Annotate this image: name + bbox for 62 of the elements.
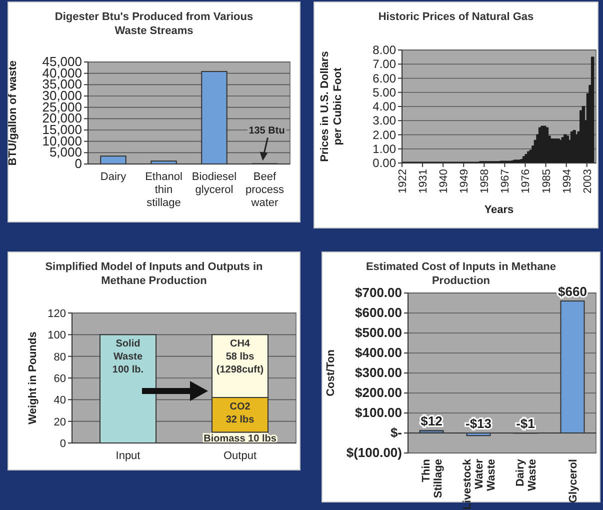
y-tick-label: $- <box>390 425 402 440</box>
x-tick-label: Dairy <box>100 171 127 183</box>
x-tick-label: 1967 <box>500 169 512 194</box>
x-tick-label: Thin Stillage <box>420 458 444 498</box>
x-tick-label: 1949 <box>458 169 471 194</box>
y-tick-label: 6.00 <box>372 71 396 86</box>
x-tick-label: 1976 <box>520 169 532 194</box>
x-tick-label: Output <box>223 450 257 462</box>
y-tick-label: $500.00 <box>355 325 402 340</box>
y-tick-label: 0 <box>74 156 82 171</box>
y-tick-label: 120 <box>48 308 66 320</box>
y-tick-label: $200.00 <box>355 385 402 400</box>
chart-title: Historic Prices of Natural Gas <box>378 11 534 23</box>
x-tick-label: Livestock Water Waste <box>462 458 498 510</box>
data-label: $12 <box>420 414 442 429</box>
y-tick-label: 60 <box>54 373 66 385</box>
y-tick-label: 7.00 <box>372 57 396 72</box>
x-tick-label: 1985 <box>540 169 553 194</box>
y-tick-label: 5.00 <box>372 85 396 100</box>
x-tick-label: 1922 <box>397 169 409 194</box>
x-tick-label: Beef process water <box>245 171 284 209</box>
y-tick-label: 8.00 <box>372 43 396 57</box>
series-label: CO2 32 lbs <box>226 402 255 426</box>
x-tick-label: 1940 <box>438 169 450 194</box>
x-tick-label: Biodiesel glycerol <box>192 171 237 196</box>
y-tick-label: $600.00 <box>355 305 402 320</box>
y-tick-label: $300.00 <box>355 365 402 380</box>
x-tick-label: Ethanol thin stillage <box>145 171 182 209</box>
chart-title: Simplified Model of Inputs and Outputs in Methane Production <box>45 261 264 287</box>
x-tick-label: 1958 <box>479 169 492 194</box>
y-tick-label: 40 <box>54 394 66 407</box>
x-tick-label: Input <box>116 450 140 462</box>
y-tick-label: 0.00 <box>372 156 396 170</box>
y-tick-label: $100.00 <box>355 405 402 420</box>
y-tick-label: $(100.00) <box>346 445 402 460</box>
y-axis-title: Prices in U.S. Dollars per Cubic Foot <box>319 51 344 162</box>
annotation: 135 Btu <box>248 126 285 137</box>
y-tick-label: 1.00 <box>372 142 396 156</box>
y-tick-label: 80 <box>54 351 66 364</box>
x-axis-title: Years <box>484 204 514 216</box>
y-tick-label: 3.00 <box>372 114 396 128</box>
y-tick-label: 2.00 <box>372 128 396 142</box>
y-axis-title: BTU/gallon of waste <box>7 60 19 166</box>
chart-title: Estimated Cost of Inputs in Methane Production <box>366 261 556 287</box>
x-tick-label: 1994 <box>561 169 574 194</box>
y-tick-label: $400.00 <box>355 345 402 360</box>
y-tick-label: 4.00 <box>372 100 396 114</box>
x-tick-label: Dairy Waste <box>514 458 538 491</box>
x-tick-label: 2003 <box>582 169 594 194</box>
data-label: -$13 <box>465 416 492 431</box>
series-label: CH4 58 lbs (1298cuft) <box>216 338 264 376</box>
y-tick-label: $700.00 <box>355 285 402 300</box>
x-tick-label: Glycerol <box>568 459 580 504</box>
x-tick-label: 1931 <box>418 169 430 194</box>
data-label: -$1 <box>516 416 535 431</box>
series-label: Solid Waste 100 lb. <box>112 338 144 376</box>
y-tick-label: 100 <box>48 330 66 342</box>
y-axis-title: Cost/Ton <box>325 349 337 396</box>
y-axis-title: Weight in Pounds <box>27 332 39 424</box>
y-tick-label: 20 <box>54 416 66 428</box>
chart-title: Digester Btu's Produced from Various Waste Streams <box>54 11 254 37</box>
y-tick-label: 0 <box>60 438 66 450</box>
